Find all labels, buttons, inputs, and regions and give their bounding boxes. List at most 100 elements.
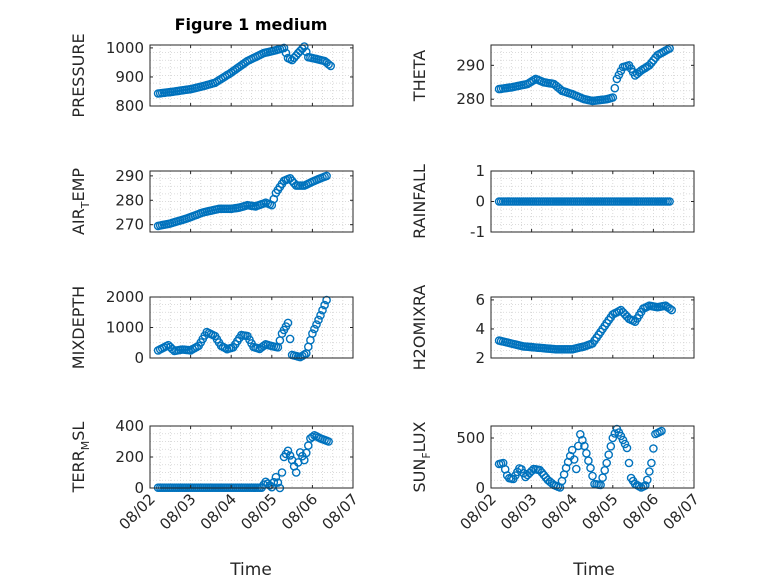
axes-sun-flux: 08/0208/0308/0408/0508/0608/070500SUNFLU… — [410, 421, 703, 533]
data-point — [667, 305, 677, 315]
data-point — [291, 468, 301, 477]
data-point — [618, 435, 628, 445]
y-tick-label: 290 — [115, 167, 144, 185]
axes-mixdepth: 0 1000 2000 MIXDEPTH — [69, 286, 354, 369]
data-point — [604, 450, 614, 460]
x-tick-label: 08/04 — [197, 490, 240, 533]
y-tick-label: 4 — [475, 320, 485, 338]
y-axis-label: SUNFLUX — [410, 421, 433, 492]
y-tick-label: 290 — [456, 56, 485, 74]
data-point — [324, 437, 333, 446]
x-tick-label: 08/05 — [578, 490, 621, 533]
y-axis-label: RAINFALL — [410, 164, 429, 239]
y-tick-label: 2 — [475, 349, 485, 367]
data-point — [624, 458, 634, 468]
data-point — [608, 93, 618, 102]
data-point — [602, 458, 612, 468]
x-axis-label-left: Time — [229, 560, 272, 580]
data-point — [665, 197, 674, 206]
series-markers — [153, 295, 331, 362]
data-point — [308, 329, 317, 338]
data-point — [574, 441, 583, 451]
x-tick-label: 08/07 — [319, 490, 362, 533]
data-point — [269, 477, 279, 487]
data-point — [608, 433, 618, 443]
data-point — [285, 451, 295, 460]
axes-pressure: 800 900 1000 PRESSURE — [69, 33, 354, 118]
data-point — [527, 466, 536, 476]
y-tick-label: 800 — [115, 97, 144, 115]
data-point — [283, 446, 293, 456]
data-point — [316, 310, 325, 320]
data-point — [588, 471, 597, 481]
data-point — [569, 455, 579, 464]
data-point — [267, 482, 277, 492]
y-axis-label-subscript: T — [79, 201, 92, 209]
data-point — [645, 61, 654, 70]
series-markers — [153, 171, 331, 231]
y-axis-label-main: SUN — [410, 459, 429, 493]
data-point — [299, 42, 309, 51]
data-point — [649, 444, 658, 453]
data-point — [277, 468, 287, 477]
data-point — [612, 74, 622, 84]
data-point — [273, 478, 283, 487]
axes-frame — [490, 44, 695, 107]
axes-frame — [149, 44, 354, 107]
grid — [149, 44, 354, 107]
y-axis-label-main: TERR — [69, 450, 88, 493]
y-axis-label: THETA — [410, 50, 429, 102]
data-point — [578, 435, 587, 445]
y-axis-label: PRESSURE — [69, 33, 88, 117]
series-markers — [494, 44, 674, 106]
y-axis-label-main: AIR — [69, 208, 88, 235]
data-point — [535, 465, 545, 475]
axes-h2omixra: 2 4 6 H2OMIXRA — [410, 285, 695, 371]
y-tick-label: 500 — [456, 429, 485, 447]
data-point — [647, 458, 656, 468]
y-axis-label: MIXDEPTH — [69, 286, 88, 369]
data-point — [657, 426, 666, 436]
axes-air-temp: 270 280 290 AIRTEMP — [69, 167, 354, 235]
y-tick-label: 900 — [115, 68, 144, 86]
chart-title: Figure 1 medium — [175, 15, 328, 34]
x-tick-label: 08/05 — [237, 490, 280, 533]
series-markers — [494, 424, 666, 492]
x-tick-label: 08/06 — [619, 490, 662, 533]
data-point — [645, 467, 654, 476]
data-point — [322, 171, 331, 181]
axes-rainfall: -1 0 1 RAINFALL — [410, 162, 695, 241]
data-point — [606, 441, 616, 451]
y-tick-label: 0 — [475, 479, 485, 497]
y-axis-label: AIRTEMP — [69, 168, 92, 235]
data-point — [281, 48, 291, 58]
series-markers — [153, 42, 336, 98]
axes-frame — [149, 170, 354, 233]
data-point — [312, 320, 321, 329]
axes-frame — [490, 296, 695, 359]
y-axis-label-main: MIXDEPTH — [69, 286, 88, 369]
data-point — [259, 341, 269, 351]
data-point — [610, 83, 620, 93]
series-markers — [494, 301, 677, 354]
data-point — [643, 475, 652, 485]
y-tick-label: -1 — [470, 223, 485, 241]
data-point — [318, 305, 327, 315]
x-tick-label: 08/07 — [660, 490, 703, 533]
axes-frame — [490, 425, 695, 489]
y-tick-label: 6 — [475, 291, 485, 309]
x-tick-label: 08/03 — [497, 490, 540, 533]
axes-theta: 280 290 THETA — [410, 44, 695, 108]
data-point — [620, 439, 630, 449]
y-tick-label: 400 — [115, 417, 144, 435]
y-tick-label: 1 — [475, 162, 485, 180]
y-tick-label: 1000 — [106, 39, 144, 57]
data-point — [572, 464, 581, 474]
data-point — [586, 463, 595, 473]
data-point — [320, 300, 329, 310]
y-axis-label: H2OMIXRA — [410, 285, 429, 371]
data-point — [324, 60, 333, 69]
data-point — [310, 324, 319, 334]
series-markers — [494, 197, 674, 206]
